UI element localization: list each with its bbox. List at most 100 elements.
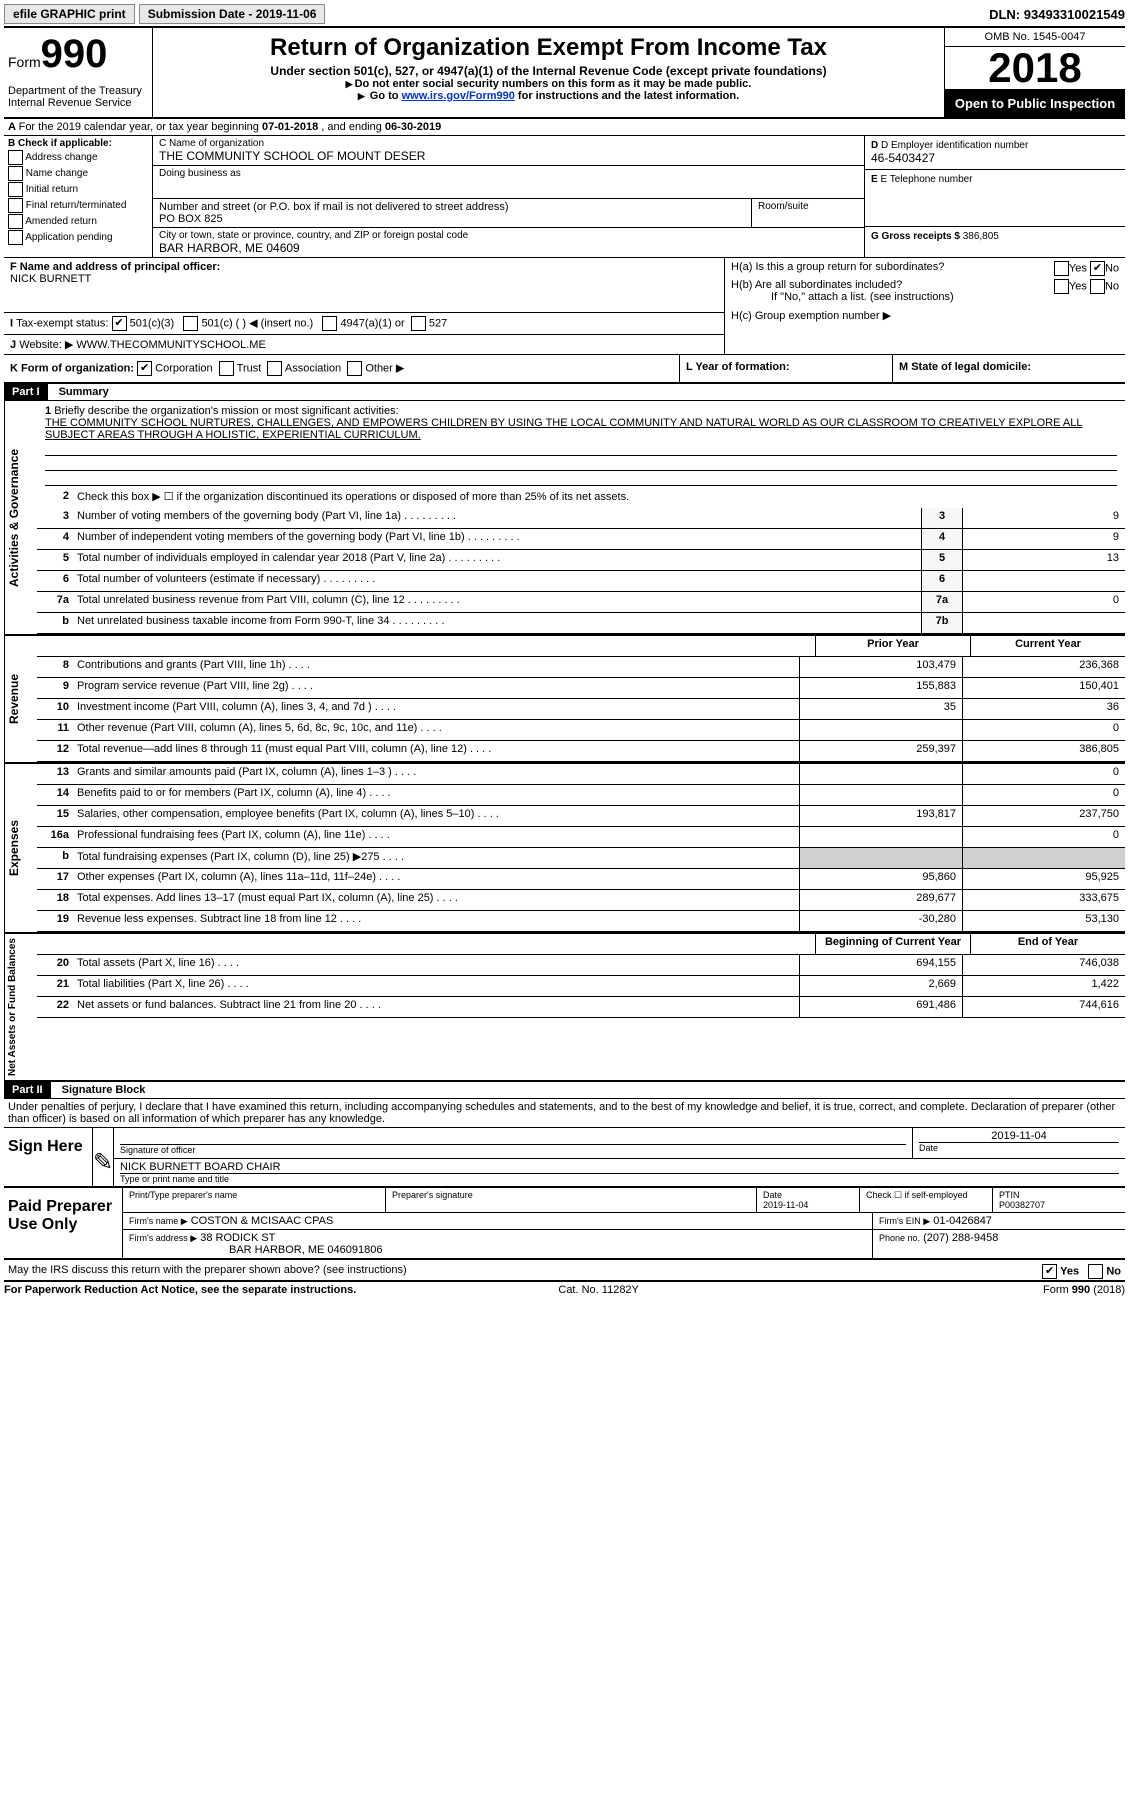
header-prior-year: Prior Year (815, 636, 970, 656)
cb-amended-return[interactable]: Amended return (8, 214, 148, 229)
submission-date-label: Submission Date - (148, 7, 256, 21)
cb-hb-yes[interactable] (1054, 279, 1069, 294)
form-header: Form990 Department of the Treasury Inter… (4, 28, 1125, 119)
cb-ha-no[interactable] (1090, 261, 1105, 276)
arrow-icon (358, 90, 367, 102)
cb-501c[interactable] (183, 316, 198, 331)
line-8-prior: 103,479 (799, 657, 962, 677)
line-17: 17 Other expenses (Part IX, column (A), … (37, 869, 1125, 890)
ein-label: D D Employer identification number (871, 140, 1119, 151)
prep-self-employed[interactable]: Check ☐ if self-employed (860, 1188, 993, 1212)
form-title: Return of Organization Exempt From Incom… (161, 34, 936, 62)
cb-ha-yes[interactable] (1054, 261, 1069, 276)
line-9-current: 150,401 (962, 678, 1125, 698)
cb-trust[interactable] (219, 361, 234, 376)
line-17-current: 95,925 (962, 869, 1125, 889)
summary-revenue: Revenue Prior Year Current Year 8 Contri… (4, 636, 1125, 764)
footer-right: Form 990 (2018) (1043, 1284, 1125, 1296)
line-13-prior (799, 764, 962, 784)
header-right: OMB No. 1545-0047 2018 Open to Public In… (944, 28, 1125, 117)
firm-ein-label: Firm's EIN ▶ (879, 1216, 930, 1226)
part-i-header: Part I Summary (4, 384, 1125, 401)
line-18: 18 Total expenses. Add lines 13–17 (must… (37, 890, 1125, 911)
cb-initial-return[interactable]: Initial return (8, 182, 148, 197)
line-20-current: 746,038 (962, 955, 1125, 975)
sign-here-label: Sign Here (4, 1128, 93, 1186)
period-begin: 07-01-2018 (262, 121, 318, 133)
box-i: I Tax-exempt status: 501(c)(3) 501(c) ( … (4, 313, 724, 335)
vlabel-revenue: Revenue (4, 636, 37, 762)
firm-addr-label: Firm's address ▶ (129, 1233, 197, 1243)
dln-label: DLN: (989, 7, 1024, 22)
line-b: b Net unrelated business taxable income … (37, 613, 1125, 634)
cb-name-change[interactable]: Name change (8, 166, 148, 181)
efile-print-button[interactable]: efile GRAPHIC print (4, 4, 135, 24)
irs-link[interactable]: www.irs.gov/Form990 (402, 90, 515, 102)
website-label: Website: ▶ (19, 339, 73, 351)
col-headers-balance: Beginning of Current Year End of Year (37, 934, 1125, 955)
officer-name-title: NICK BURNETT BOARD CHAIR (120, 1161, 1119, 1173)
line-22-prior: 691,486 (799, 997, 962, 1017)
line-11-prior (799, 720, 962, 740)
firm-phone-label: Phone no. (879, 1233, 920, 1243)
line-10: 10 Investment income (Part VIII, column … (37, 699, 1125, 720)
cb-corporation[interactable] (137, 361, 152, 376)
room-suite-label: Room/suite (752, 199, 864, 227)
cb-other[interactable] (347, 361, 362, 376)
cb-hb-no[interactable] (1090, 279, 1105, 294)
summary-balances: Net Assets or Fund Balances Beginning of… (4, 934, 1125, 1082)
note-ssn: Do not enter social security numbers on … (355, 78, 752, 90)
submission-date-box: Submission Date - 2019-11-06 (139, 4, 326, 24)
line-22: 22 Net assets or fund balances. Subtract… (37, 997, 1125, 1018)
cb-4947[interactable] (322, 316, 337, 331)
box-b: B Check if applicable: Address change Na… (4, 136, 153, 257)
form-number: 990 (41, 32, 108, 76)
line-14: 14 Benefits paid to or for members (Part… (37, 785, 1125, 806)
line-12-prior: 259,397 (799, 741, 962, 761)
header-current-year: Current Year (970, 636, 1125, 656)
col-headers-revenue: Prior Year Current Year (37, 636, 1125, 657)
prep-sig-label: Preparer's signature (386, 1188, 757, 1212)
note-goto-pre: Go to (370, 90, 402, 102)
note-goto-post: for instructions and the latest informat… (515, 90, 739, 102)
cb-final-return[interactable]: Final return/terminated (8, 198, 148, 213)
box-c: C Name of organization THE COMMUNITY SCH… (153, 136, 864, 257)
footer-left: For Paperwork Reduction Act Notice, see … (4, 1284, 356, 1296)
line-16a: 16a Professional fundraising fees (Part … (37, 827, 1125, 848)
box-b-label: B Check if applicable: (8, 138, 148, 149)
department-label: Department of the Treasury Internal Reve… (8, 85, 148, 109)
cb-association[interactable] (267, 361, 282, 376)
line-8-current: 236,368 (962, 657, 1125, 677)
line-7a: 7a Total unrelated business revenue from… (37, 592, 1125, 613)
ein-value: 46-5403427 (871, 151, 1119, 165)
dln-value: 93493310021549 (1024, 7, 1125, 22)
paid-preparer-label: Paid Preparer Use Only (4, 1188, 123, 1258)
top-bar: efile GRAPHIC print Submission Date - 20… (4, 4, 1125, 28)
sign-arrow-icon: ✎ (93, 1128, 114, 1186)
firm-addr2: BAR HARBOR, ME 046091806 (129, 1244, 866, 1256)
gross-receipts-value: 386,805 (963, 231, 999, 242)
cb-discuss-yes[interactable] (1042, 1264, 1057, 1279)
line-6: 6 Total number of volunteers (estimate i… (37, 571, 1125, 592)
line-22-current: 744,616 (962, 997, 1125, 1017)
firm-phone: (207) 288-9458 (923, 1232, 998, 1244)
firm-name-label: Firm's name ▶ (129, 1216, 188, 1226)
org-name: THE COMMUNITY SCHOOL OF MOUNT DESER (159, 149, 858, 163)
cb-application-pending[interactable]: Application pending (8, 230, 148, 245)
line-5: 5 Total number of individuals employed i… (37, 550, 1125, 571)
cb-501c3[interactable] (112, 316, 127, 331)
line-13: 13 Grants and similar amounts paid (Part… (37, 764, 1125, 785)
line-15-prior: 193,817 (799, 806, 962, 826)
cb-discuss-no[interactable] (1088, 1264, 1103, 1279)
cb-address-change[interactable]: Address change (8, 150, 148, 165)
box-deg: D D Employer identification number 46-54… (864, 136, 1125, 257)
vlabel-balances: Net Assets or Fund Balances (4, 934, 37, 1080)
org-name-label: C Name of organization (159, 138, 858, 149)
line-16a-current: 0 (962, 827, 1125, 847)
section-fhij: F Name and address of principal officer:… (4, 258, 1125, 355)
cb-527[interactable] (411, 316, 426, 331)
mission-text: THE COMMUNITY SCHOOL NURTURES, CHALLENGE… (45, 417, 1082, 441)
form-title-block: Return of Organization Exempt From Incom… (153, 28, 944, 117)
declaration-text: Under penalties of perjury, I declare th… (4, 1099, 1125, 1128)
city-value: BAR HARBOR, ME 04609 (159, 241, 858, 255)
